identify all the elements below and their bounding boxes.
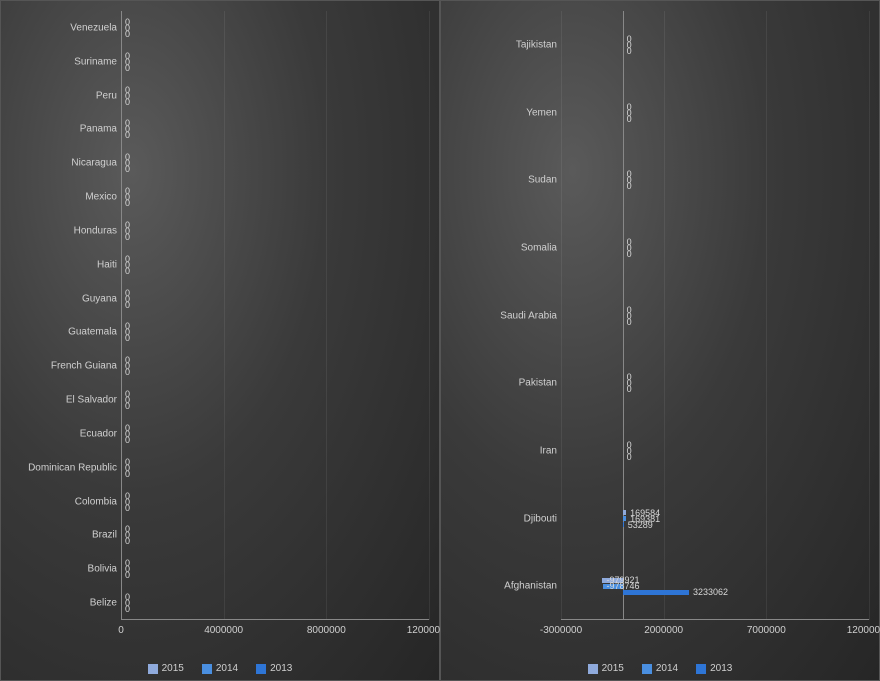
y-category-label: Suriname [74, 56, 117, 67]
bar-value-label: 0 [125, 469, 130, 479]
x-tick-label: 4000000 [204, 625, 243, 636]
bar-value-label: 0 [125, 29, 130, 39]
y-category-label: Tajikistan [516, 39, 557, 50]
y-category-label: Venezuela [70, 22, 117, 33]
legend-label: 2013 [710, 663, 732, 674]
y-category-label: Panama [80, 124, 117, 135]
y-category-label: Yemen [526, 107, 557, 118]
bar-value-label: 0 [125, 536, 130, 546]
x-tick-label: 8000000 [307, 625, 346, 636]
x-tick-label: 7000000 [747, 625, 786, 636]
legend-item: 2015 [148, 663, 184, 674]
y-category-label: Bolivia [88, 564, 117, 575]
y-category-label: Sudan [528, 175, 557, 186]
y-category-label: Iran [540, 445, 557, 456]
y-category-label: Guatemala [68, 327, 117, 338]
bar-2015 [623, 510, 626, 515]
legend-label: 2015 [602, 663, 624, 674]
bar-value-label: 0 [125, 266, 130, 276]
y-category-label: Peru [96, 90, 117, 101]
bar-value-label: 0 [125, 604, 130, 614]
y-category-label: Djibouti [524, 513, 557, 524]
bar-value-label: 53289 [628, 520, 653, 530]
bar-value-label: 0 [125, 503, 130, 513]
bar-value-label: 0 [627, 46, 632, 56]
bar-value-label: 0 [125, 300, 130, 310]
bar-value-label: 0 [125, 130, 130, 140]
legend-label: 2015 [162, 663, 184, 674]
legend-item: 2015 [588, 663, 624, 674]
x-tick-label: 0 [118, 625, 124, 636]
y-category-label: Guyana [82, 293, 117, 304]
legend-item: 2013 [696, 663, 732, 674]
y-category-label: Nicaragua [71, 158, 117, 169]
bar-2013 [623, 590, 689, 595]
legend: 2015 2014 2013 [441, 663, 879, 674]
y-category-label: Saudi Arabia [500, 310, 557, 321]
bar-value-label: 0 [627, 249, 632, 259]
y-category-label: Haiti [97, 259, 117, 270]
bar-2013 [623, 522, 624, 527]
y-category-label: Belize [90, 598, 117, 609]
chart-panel-left: 2015 2014 2013 04000000800000012000000Ve… [0, 0, 440, 681]
legend-label: 2014 [656, 663, 678, 674]
y-category-label: Afghanistan [504, 581, 557, 592]
y-category-label: Honduras [74, 225, 117, 236]
bar-value-label: 0 [125, 333, 130, 343]
legend-label: 2013 [270, 663, 292, 674]
bar-value-label: 0 [125, 164, 130, 174]
y-category-label: Pakistan [519, 378, 557, 389]
bar-value-label: 0 [125, 401, 130, 411]
bar-value-label: 0 [125, 97, 130, 107]
bar-value-label: 0 [125, 232, 130, 242]
legend-item: 2014 [642, 663, 678, 674]
legend-item: 2014 [202, 663, 238, 674]
x-tick-label: 12000000 [847, 625, 880, 636]
legend-item: 2013 [256, 663, 292, 674]
y-category-label: Somalia [521, 242, 557, 253]
y-category-label: Brazil [92, 530, 117, 541]
bar-value-label: 0 [125, 367, 130, 377]
legend-label: 2014 [216, 663, 238, 674]
x-tick-label: 2000000 [644, 625, 683, 636]
bar-2014 [623, 516, 626, 521]
bar-value-label: 0 [627, 384, 632, 394]
bar-value-label: 0 [125, 198, 130, 208]
y-category-label: Mexico [85, 192, 117, 203]
bar-value-label: 0 [125, 435, 130, 445]
legend: 2015 2014 2013 [1, 663, 439, 674]
bar-value-label: 0 [125, 63, 130, 73]
y-category-label: Ecuador [80, 428, 117, 439]
chart-panel-right: 2015 2014 2013 -3000000 2000000 7000000 120… [440, 0, 880, 681]
bar-value-label: 0 [627, 452, 632, 462]
y-category-label: El Salvador [66, 395, 117, 406]
bar-value-label: 0 [125, 570, 130, 580]
y-category-label: Dominican Republic [28, 462, 117, 473]
bar-value-label: 0 [627, 317, 632, 327]
y-category-label: French Guiana [51, 361, 117, 372]
y-category-label: Colombia [75, 496, 117, 507]
bar-value-label: 0 [627, 181, 632, 191]
bar-value-label: 0 [627, 114, 632, 124]
x-tick-label: -3000000 [540, 625, 582, 636]
bar-value-label: 3233062 [693, 587, 728, 597]
